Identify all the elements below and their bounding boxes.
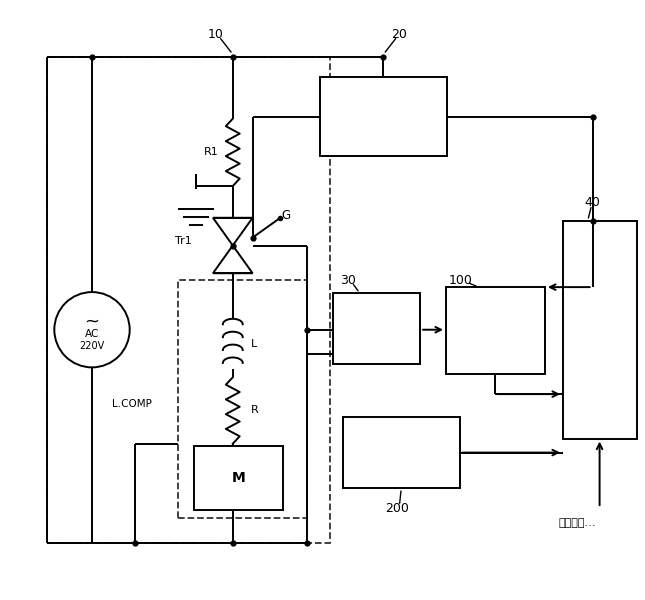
- Text: L: L: [251, 338, 257, 349]
- Text: G: G: [282, 209, 291, 222]
- Polygon shape: [213, 218, 253, 245]
- Polygon shape: [213, 245, 253, 273]
- Bar: [343, 417, 460, 488]
- Text: R: R: [251, 406, 259, 415]
- Text: ~: ~: [84, 313, 99, 331]
- Text: 30: 30: [340, 274, 356, 287]
- Text: 10: 10: [208, 28, 224, 41]
- Text: 100: 100: [449, 274, 473, 287]
- Text: M: M: [232, 471, 246, 485]
- Bar: [333, 293, 420, 364]
- Bar: [320, 77, 447, 157]
- Bar: [47, 57, 330, 543]
- Bar: [178, 280, 307, 518]
- Text: 40: 40: [585, 196, 600, 209]
- Text: L.COMP: L.COMP: [112, 399, 152, 409]
- Bar: [194, 446, 283, 510]
- Bar: [563, 221, 637, 439]
- Text: AC: AC: [84, 329, 99, 338]
- Text: 冲程指示…: 冲程指示…: [559, 518, 597, 528]
- Bar: [446, 287, 545, 374]
- Text: R1: R1: [204, 148, 219, 157]
- Text: 20: 20: [392, 28, 407, 41]
- Text: Tr1: Tr1: [175, 236, 192, 245]
- Text: 200: 200: [386, 502, 410, 515]
- Text: 220V: 220V: [79, 341, 104, 350]
